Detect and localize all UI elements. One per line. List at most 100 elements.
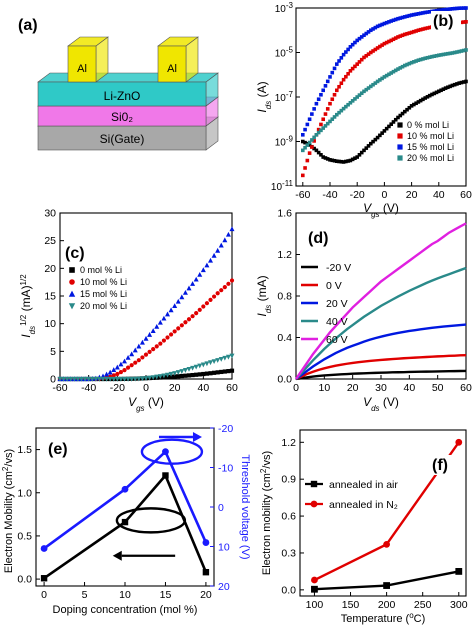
label-part: 10 [275, 138, 287, 149]
data-point [450, 51, 455, 55]
data-point [371, 49, 375, 53]
data-point [425, 26, 430, 30]
x-tick-label: 30 [375, 382, 387, 394]
x-tick-label: 40 [197, 382, 209, 394]
data-point [176, 374, 181, 379]
data-point [398, 16, 403, 20]
x-tick-label: 20 [200, 589, 212, 601]
si-layer-front [37, 125, 207, 151]
data-point [226, 281, 231, 286]
label-part: I [255, 109, 269, 113]
data-point [455, 568, 463, 575]
legend-item: 60 V [326, 334, 348, 346]
y-tick-label: 20 [44, 263, 56, 275]
y-tick-label: 0 [50, 374, 56, 386]
data-point [357, 60, 362, 64]
data-point [369, 84, 373, 89]
data-point [423, 10, 427, 15]
data-point [202, 539, 210, 546]
label-part: I [255, 313, 269, 317]
data-point [197, 372, 202, 377]
data-point [215, 370, 220, 375]
data-point [229, 368, 235, 373]
y-tick-label: 0.8 [277, 291, 292, 303]
plot-frame [299, 429, 467, 597]
data-point [450, 83, 455, 88]
data-point [434, 53, 439, 58]
data-point [362, 148, 366, 153]
label-part: C) [414, 613, 426, 625]
x-tick-label: -20 [110, 382, 125, 394]
data-point [443, 86, 448, 90]
data-point [443, 52, 448, 56]
data-point [218, 356, 224, 362]
data-point [341, 106, 346, 111]
data-point [143, 376, 149, 381]
label-part: 10 [271, 182, 283, 193]
data-point [344, 159, 348, 164]
data-point [405, 62, 409, 67]
series-3 [301, 48, 468, 153]
data-point [421, 27, 425, 31]
data-point [337, 110, 341, 115]
data-point [165, 372, 170, 378]
label-part: /vs) [3, 449, 15, 467]
data-point [393, 17, 398, 22]
y-tick-label: 1.2 [281, 437, 296, 449]
data-point [369, 50, 373, 55]
data-point [215, 291, 220, 296]
data-point [421, 97, 425, 102]
y-tick-label: 15 [44, 291, 56, 303]
label-part: V [363, 395, 372, 409]
data-point [165, 311, 170, 317]
data-point [321, 126, 325, 130]
data-point [319, 92, 323, 97]
y-axis-label: Ids (mA) [255, 275, 273, 316]
data-point [154, 324, 160, 329]
data-point [455, 6, 459, 11]
x-tick-label: 10 [318, 382, 330, 394]
data-point [405, 31, 409, 36]
data-point [147, 349, 152, 354]
data-point [168, 332, 174, 337]
data-point [222, 285, 227, 290]
y-tick-label-right: -10 [218, 463, 233, 475]
data-point [193, 276, 199, 282]
data-point [400, 33, 405, 38]
data-point [339, 81, 344, 86]
data-point [439, 53, 443, 57]
data-point [437, 8, 441, 13]
data-point [409, 60, 414, 65]
label-part: Electron mobility (cm [261, 473, 273, 575]
data-point [125, 376, 131, 382]
data-point [301, 173, 305, 178]
label-part: ds [371, 404, 379, 413]
data-point [314, 148, 319, 153]
data-point [316, 97, 321, 102]
data-point [314, 133, 319, 137]
data-point [111, 367, 117, 372]
x-tick-label: 20 [169, 382, 181, 394]
data-point [391, 37, 396, 42]
data-point [182, 368, 188, 373]
data-point [303, 140, 307, 145]
x-axis-label: Vgs (V) [363, 201, 399, 219]
data-point [461, 80, 466, 84]
data-point [215, 247, 221, 253]
data-point [448, 84, 452, 89]
data-point [143, 352, 149, 357]
data-point [311, 585, 318, 593]
data-point [382, 129, 387, 133]
x-tick-label: 20 [406, 189, 418, 201]
data-point [301, 133, 305, 137]
legend-item: 15 mol % Li [80, 289, 127, 299]
legend-item: 20 mol % Li [80, 301, 127, 311]
data-point [448, 7, 452, 11]
data-point [319, 128, 323, 133]
x-tick-label: -60 [295, 189, 310, 201]
data-point [200, 362, 206, 368]
data-point [190, 314, 195, 319]
chart-b: -60 -40 -20 0 20 40 6010-1110-910-710-510-3Vgs… [255, 1, 472, 219]
panel-label: (f) [432, 457, 448, 474]
data-point [186, 366, 192, 372]
